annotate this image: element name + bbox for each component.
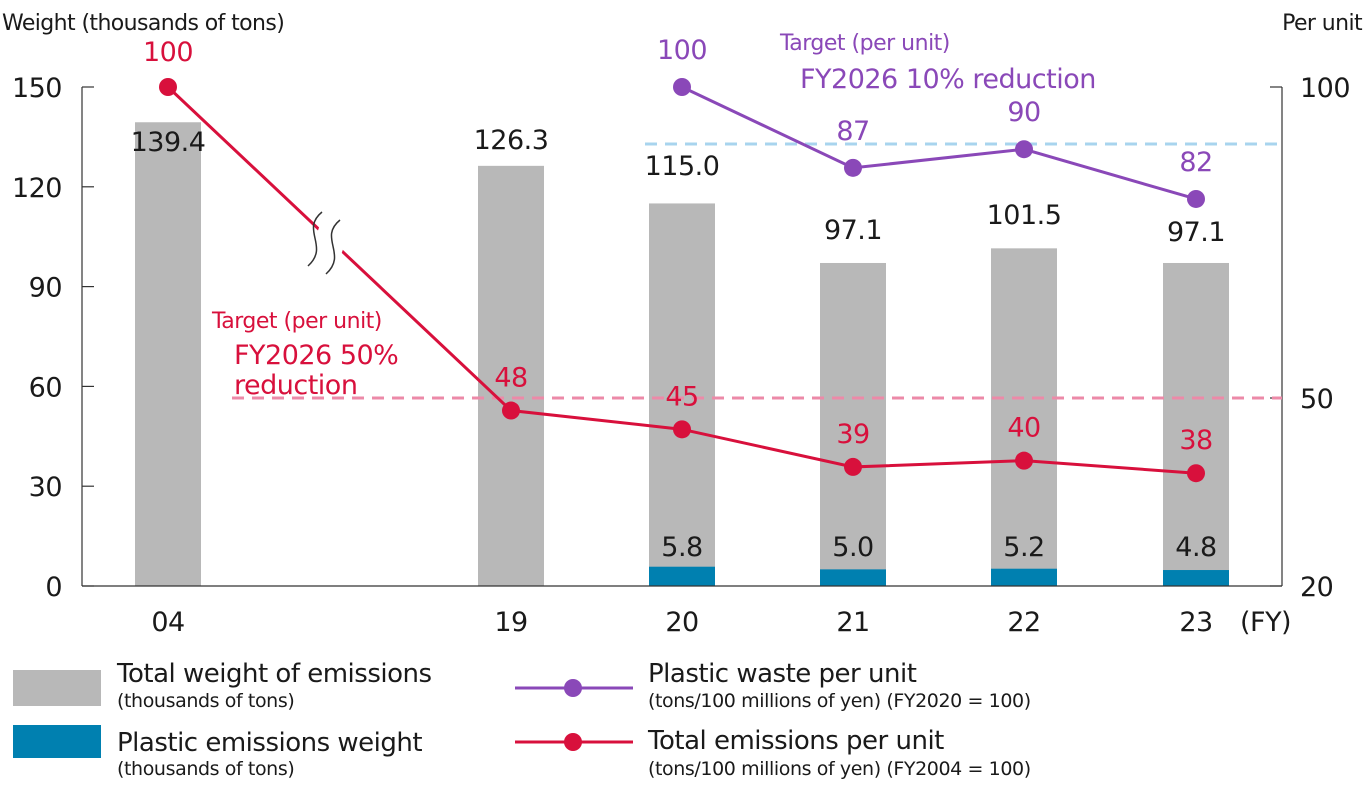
bar-value-label-plastic-weight: 5.8 (661, 532, 702, 563)
legend-unit-total-weight: (thousands of tons) (117, 690, 295, 712)
legend-label-total-weight: Total weight of emissions (117, 659, 432, 689)
bar-total-weight (135, 122, 201, 586)
right-tick-label: 50 (1300, 384, 1333, 415)
legend-swatch-total-weight (13, 670, 101, 706)
bar-plastic-weight (649, 566, 715, 586)
legend-unit-plastic-per-unit: (tons/100 millions of yen) (FY2020 = 100… (648, 690, 1031, 712)
left-tick-label: 60 (29, 372, 62, 403)
bar-value-label-total-weight: 97.1 (824, 215, 882, 246)
point-total-per-unit (1015, 451, 1033, 470)
point-total-per-unit (844, 457, 862, 476)
bar-plastic-weight (820, 569, 886, 586)
target-label-total-3: reduction (234, 370, 357, 401)
point-label-total-per-unit: 45 (665, 381, 698, 412)
bar-total-weight (991, 248, 1057, 587)
bar-total-weight (649, 203, 715, 586)
bar-value-label-total-weight: 126.3 (474, 125, 549, 156)
point-label-total-per-unit: 38 (1179, 425, 1212, 456)
bar-total-weight (1163, 262, 1229, 586)
legend-swatch-total-per-unit (515, 733, 633, 751)
right-tick-label: 20 (1300, 572, 1333, 603)
point-plastic-per-unit (1015, 140, 1033, 159)
point-total-per-unit (502, 401, 520, 420)
bar-total-weight (820, 262, 886, 586)
x-tick-label: 22 (1007, 607, 1040, 638)
point-label-total-per-unit: 40 (1007, 413, 1040, 444)
point-label-plastic-per-unit: 90 (1007, 97, 1040, 128)
bar-value-label-total-weight: 115.0 (645, 151, 720, 182)
left-axis-title: Weight (thousands of tons) (2, 11, 284, 36)
left-tick-label: 30 (29, 472, 62, 503)
right-tick-label: 100 (1300, 73, 1350, 104)
legend-swatch-plastic-weight (13, 725, 101, 758)
legend-label-plastic-weight: Plastic emissions weight (117, 728, 423, 758)
legend-unit-total-per-unit: (tons/100 millions of yen) (FY2004 = 100… (648, 758, 1031, 780)
line-plastic-per-unit (681, 85, 1197, 201)
x-unit-label: (FY) (1240, 607, 1291, 638)
point-label-total-per-unit: 39 (836, 419, 869, 450)
line-total-per-unit (166, 85, 1197, 475)
bar-value-label-plastic-weight: 4.8 (1175, 532, 1216, 563)
bar-value-label-total-weight: 139.4 (131, 127, 206, 158)
bar-value-label-plastic-weight: 5.0 (832, 532, 873, 563)
point-label-plastic-per-unit: 82 (1179, 147, 1212, 178)
bar-plastic-weight (991, 568, 1057, 586)
x-tick-label: 21 (836, 607, 869, 638)
target-label-total-2: FY2026 50% (234, 340, 398, 371)
chart: Weight (thousands of tons) Per unit 0 30 6… (2, 11, 1364, 638)
point-label-plastic-per-unit: 87 (836, 116, 869, 147)
bar-total-weight (478, 165, 544, 587)
point-total-per-unit (1187, 464, 1205, 483)
bar-value-label-total-weight: 97.1 (1167, 217, 1225, 248)
legend-unit-plastic-weight: (thousands of tons) (117, 758, 295, 780)
target-label-plastic-2: FY2026 10% reduction (800, 64, 1096, 95)
point-total-per-unit (673, 420, 691, 439)
legend-label-plastic-per-unit: Plastic waste per unit (648, 659, 917, 689)
axis-break-marker (306, 211, 352, 275)
left-tick-label: 120 (12, 173, 62, 204)
x-tick-label: 19 (494, 607, 527, 638)
point-total-per-unit (159, 78, 177, 96)
left-tick-label: 90 (29, 273, 62, 304)
point-label-total-per-unit: 48 (494, 363, 527, 394)
legend-label-total-per-unit: Total emissions per unit (648, 726, 944, 756)
left-tick-label: 0 (45, 572, 62, 603)
point-label-total-per-unit: 100 (143, 37, 193, 68)
right-axis-title: Per unit (1282, 11, 1363, 36)
point-plastic-per-unit (673, 78, 691, 96)
point-label-plastic-per-unit: 100 (657, 35, 707, 66)
x-tick-label: 04 (151, 607, 184, 638)
point-plastic-per-unit (1187, 189, 1205, 208)
bar-value-label-plastic-weight: 5.2 (1003, 532, 1044, 563)
target-label-plastic-1: Target (per unit) (779, 31, 950, 56)
legend-swatch-plastic-per-unit (515, 679, 633, 697)
x-tick-label: 23 (1179, 607, 1212, 638)
target-label-total-1: Target (per unit) (211, 309, 382, 334)
left-tick-label: 150 (12, 73, 62, 104)
bar-plastic-weight (1163, 570, 1229, 586)
bar-value-label-total-weight: 101.5 (987, 200, 1062, 231)
x-tick-label: 20 (665, 607, 698, 638)
point-plastic-per-unit (844, 158, 862, 177)
plot-area: 0 30 60 90 120 150 20 50 100 04 19 20 21 22 23 (FY) Targ… (12, 31, 1351, 638)
